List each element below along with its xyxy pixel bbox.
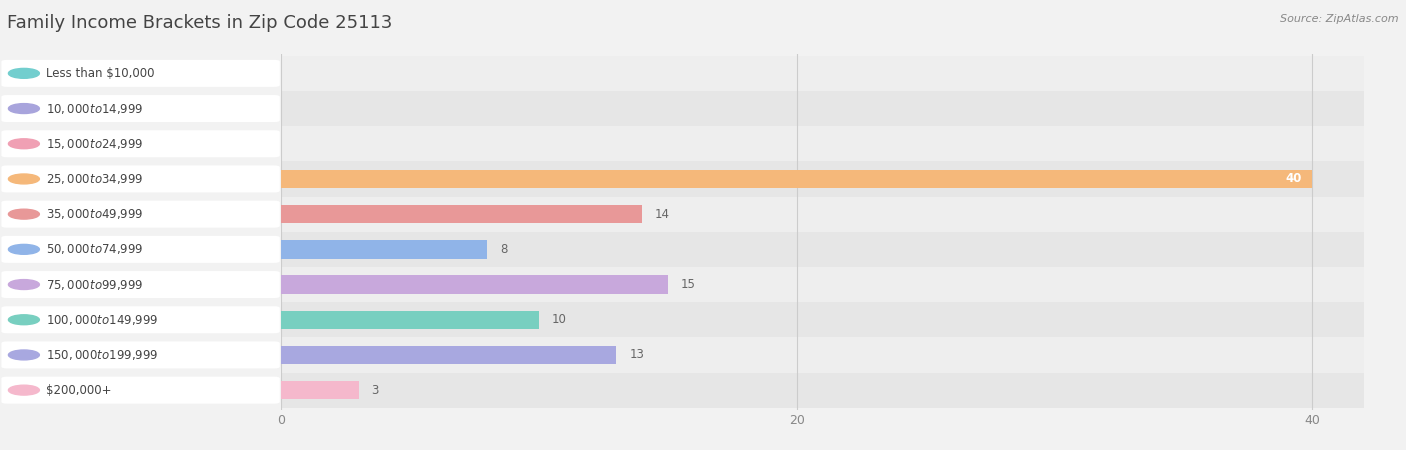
Text: 15: 15 — [681, 278, 696, 291]
Text: $150,000 to $199,999: $150,000 to $199,999 — [46, 348, 159, 362]
Bar — [281, 91, 1364, 126]
Text: 10: 10 — [551, 313, 567, 326]
Text: 8: 8 — [501, 243, 508, 256]
Bar — [281, 346, 616, 364]
Text: $75,000 to $99,999: $75,000 to $99,999 — [46, 278, 143, 292]
Bar — [281, 302, 1364, 338]
Bar — [281, 267, 1364, 302]
Bar — [281, 373, 1364, 408]
Bar — [281, 197, 1364, 232]
Text: $200,000+: $200,000+ — [46, 384, 112, 396]
Text: $50,000 to $74,999: $50,000 to $74,999 — [46, 243, 143, 256]
Bar — [281, 275, 668, 294]
Text: 40: 40 — [1285, 172, 1302, 185]
Bar — [281, 162, 1364, 197]
Bar — [281, 205, 643, 223]
Bar — [281, 56, 1364, 91]
Text: $35,000 to $49,999: $35,000 to $49,999 — [46, 207, 143, 221]
Bar — [281, 338, 1364, 373]
Text: 13: 13 — [630, 348, 644, 361]
Text: Source: ZipAtlas.com: Source: ZipAtlas.com — [1281, 14, 1399, 23]
Bar — [281, 126, 1364, 162]
Text: $15,000 to $24,999: $15,000 to $24,999 — [46, 137, 143, 151]
Bar — [281, 310, 538, 329]
Bar — [281, 381, 359, 399]
Bar — [281, 232, 1364, 267]
Text: 14: 14 — [655, 207, 671, 220]
Text: 3: 3 — [371, 384, 378, 396]
Text: Family Income Brackets in Zip Code 25113: Family Income Brackets in Zip Code 25113 — [7, 14, 392, 32]
Bar — [281, 170, 1312, 188]
Text: $25,000 to $34,999: $25,000 to $34,999 — [46, 172, 143, 186]
Bar — [281, 240, 488, 258]
Text: Less than $10,000: Less than $10,000 — [46, 67, 155, 80]
Text: $100,000 to $149,999: $100,000 to $149,999 — [46, 313, 159, 327]
Text: $10,000 to $14,999: $10,000 to $14,999 — [46, 102, 143, 116]
